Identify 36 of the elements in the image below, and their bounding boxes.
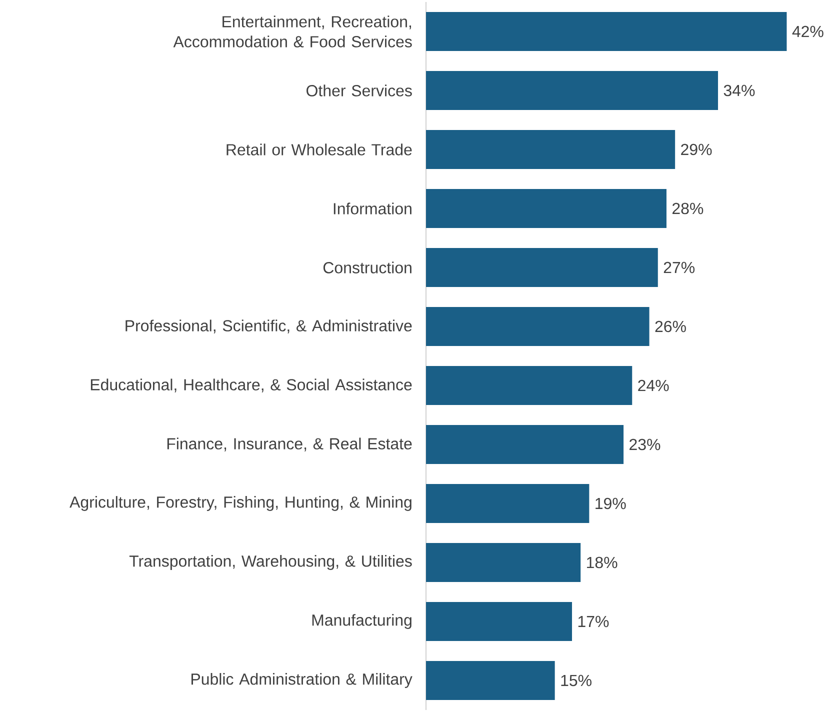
bar (426, 248, 658, 288)
bar (426, 484, 590, 524)
y-tick-label: Educational, Healthcare, & Social Assistance (90, 378, 412, 392)
data-label: 15% (561, 674, 592, 686)
y-tick-label: Agriculture, Forestry, Fishing, Hunting, & Mining (70, 496, 412, 511)
bar (426, 366, 632, 406)
data-label: 27% (664, 262, 695, 274)
data-label: 17% (578, 616, 609, 628)
data-label: 28% (672, 202, 704, 214)
data-label: 19% (596, 498, 626, 510)
data-label: 26% (655, 320, 686, 332)
bar (426, 543, 581, 582)
data-label: 42% (792, 26, 824, 38)
data-label: 18% (587, 556, 618, 568)
y-tick-label: Other Services (306, 84, 412, 96)
bar (426, 12, 787, 51)
bar (426, 602, 572, 642)
bar (426, 130, 676, 170)
data-label: 24% (638, 380, 669, 392)
y-tick-label: Public Administration & Military (191, 673, 412, 688)
bar (426, 661, 555, 700)
bar (426, 189, 666, 228)
y-tick-label: Manufacturing (312, 614, 412, 629)
data-label: 29% (681, 144, 712, 156)
y-tick-label: Entertainment, Recreation, Accommodation & Food Services (173, 16, 412, 48)
y-tick-label: Information (334, 202, 412, 214)
y-tick-label: Construction (323, 262, 412, 274)
bar (426, 425, 624, 464)
data-label: 23% (630, 438, 660, 450)
y-tick-label: Retail or Wholesale Trade (226, 144, 412, 156)
data-label: 34% (724, 84, 755, 96)
bar (426, 71, 718, 110)
y-tick-label: Finance, Insurance, & Real Estate (167, 438, 412, 452)
y-tick-label: Transportation, Warehousing, & Utilities (129, 555, 412, 570)
bar (426, 307, 650, 346)
y-tick-label: Professional, Scientific, & Administrative (126, 320, 412, 334)
